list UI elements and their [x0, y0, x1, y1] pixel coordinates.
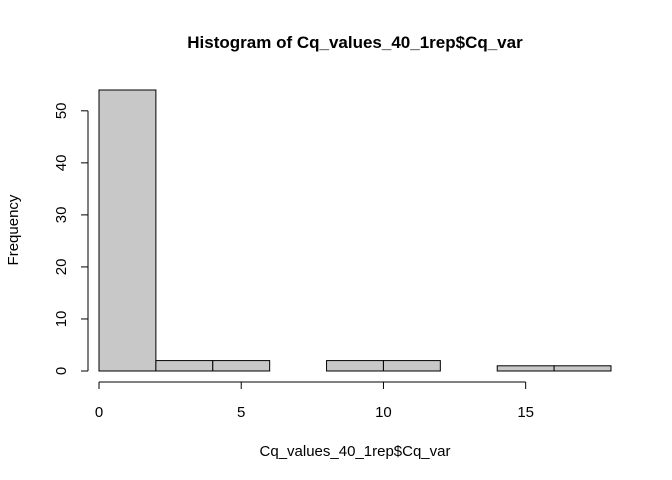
y-tick-label: 50 — [53, 102, 70, 119]
y-axis-label: Frequency — [5, 194, 22, 265]
histogram-bars — [98, 89, 612, 372]
y-tick-label: 10 — [53, 311, 70, 328]
x-tick-label: 5 — [237, 404, 245, 421]
y-tick-label: 30 — [53, 207, 70, 224]
y-axis: 0 10 20 30 40 50 — [53, 102, 89, 375]
x-tick-label: 10 — [375, 404, 392, 421]
histogram-bar — [155, 360, 214, 372]
x-axis: 0 5 10 15 — [95, 381, 534, 421]
histogram-bar — [212, 360, 271, 372]
histogram-bar — [553, 365, 612, 372]
x-tick-label: 0 — [95, 404, 103, 421]
x-tick-label: 15 — [517, 404, 534, 421]
y-tick-label: 0 — [53, 367, 70, 375]
histogram-bar — [326, 360, 384, 372]
y-tick-label: 20 — [53, 259, 70, 276]
chart-title: Histogram of Cq_values_40_1rep$Cq_var — [187, 33, 523, 52]
x-axis-label: Cq_values_40_1rep$Cq_var — [260, 443, 451, 460]
histogram-bar — [496, 365, 555, 372]
histogram-bar — [382, 360, 441, 372]
y-tick-label: 40 — [53, 155, 70, 172]
histogram-bar — [98, 89, 157, 372]
